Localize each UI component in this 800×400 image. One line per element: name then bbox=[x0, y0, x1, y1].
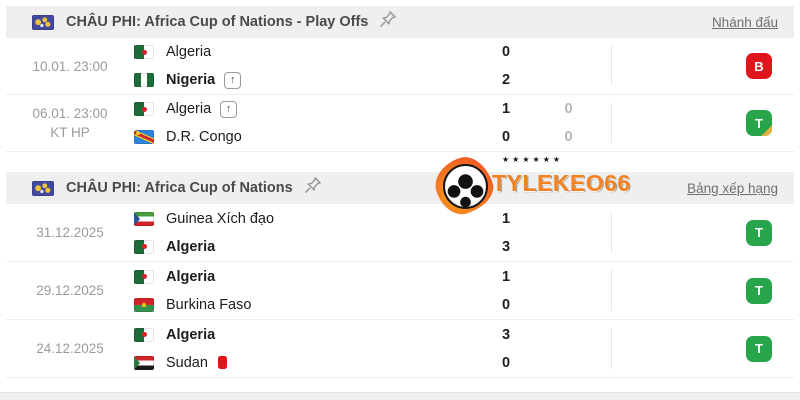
match-row-algeria-sudan[interactable]: 24.12.2025 Algeria Sudan 3 0 bbox=[6, 320, 794, 378]
logo-stars: ★★★★★★ bbox=[502, 155, 564, 164]
match-status: KT HP bbox=[50, 125, 90, 140]
team-name: Algeria bbox=[166, 101, 212, 117]
score-column: 1 0 bbox=[501, 268, 511, 313]
secondary-score-column: 0 0 bbox=[564, 101, 573, 145]
team-name: D.R. Congo bbox=[166, 129, 242, 145]
team-home: Algeria bbox=[134, 322, 486, 348]
nigeria-flag-icon bbox=[134, 73, 154, 87]
result-badge-loss: B bbox=[746, 53, 772, 79]
match-date: 24.12.2025 bbox=[36, 341, 104, 356]
teams-column: Algeria ↑ D.R. Congo bbox=[134, 95, 486, 151]
result-zone: T bbox=[611, 262, 794, 319]
burkina-faso-flag-icon bbox=[134, 297, 154, 312]
team-away: Nigeria ↑ bbox=[134, 67, 486, 93]
teams-column: Algeria Sudan bbox=[134, 320, 486, 377]
section-group-stage: CHÂU PHI: Africa Cup of Nations Bảng xếp… bbox=[6, 172, 794, 378]
team-away: D.R. Congo bbox=[134, 124, 486, 150]
bracket-link[interactable]: Nhánh đấu bbox=[711, 14, 778, 30]
match-date: 29.12.2025 bbox=[36, 283, 104, 298]
next-section-divider bbox=[0, 392, 800, 400]
result-zone: B bbox=[611, 38, 794, 94]
section-title: CHÂU PHI: Africa Cup of Nations - Play O… bbox=[66, 14, 369, 30]
red-card-icon bbox=[217, 356, 227, 369]
match-date: 06.01. 23:00 KT HP bbox=[32, 106, 108, 140]
world-flag-icon bbox=[32, 180, 54, 196]
team-away: Algeria bbox=[134, 234, 486, 260]
standings-link[interactable]: Bảng xếp hạng bbox=[687, 180, 778, 196]
pin-icon[interactable] bbox=[303, 175, 323, 200]
score-column: 3 0 bbox=[501, 326, 511, 371]
team-name: Algeria bbox=[166, 326, 216, 343]
score-column: 0 2 bbox=[501, 44, 511, 88]
section-playoffs: CHÂU PHI: Africa Cup of Nations - Play O… bbox=[6, 6, 794, 152]
algeria-flag-icon bbox=[134, 45, 154, 59]
team-home: Algeria bbox=[134, 264, 486, 290]
section-title: CHÂU PHI: Africa Cup of Nations bbox=[66, 180, 293, 196]
match-row-algeria-nigeria[interactable]: 10.01. 23:00 Algeria Nigeria ↑ 0 2 bbox=[6, 38, 794, 95]
result-badge-win: T bbox=[746, 277, 772, 304]
up-arrow-icon: ↑ bbox=[220, 100, 238, 118]
team-home: Guinea Xích đạo bbox=[134, 206, 486, 232]
result-badge-win: T bbox=[746, 110, 772, 136]
team-name: Sudan bbox=[166, 354, 208, 371]
algeria-flag-icon bbox=[134, 102, 154, 116]
team-home: Algeria bbox=[134, 39, 486, 65]
match-date: 10.01. 23:00 bbox=[32, 58, 108, 74]
up-arrow-icon: ↑ bbox=[224, 71, 242, 89]
algeria-flag-icon bbox=[134, 239, 154, 254]
team-name: Algeria bbox=[166, 238, 216, 255]
team-name: Algeria bbox=[166, 44, 212, 60]
teams-column: Algeria Burkina Faso bbox=[134, 262, 486, 319]
team-name: Guinea Xích đạo bbox=[166, 210, 275, 227]
world-flag-icon bbox=[32, 14, 54, 30]
equatorial-guinea-flag-icon bbox=[134, 211, 154, 226]
section-header-group: CHÂU PHI: Africa Cup of Nations Bảng xếp… bbox=[6, 172, 794, 204]
dr-congo-flag-icon bbox=[134, 130, 154, 144]
match-row-eqguinea-algeria[interactable]: 31.12.2025 Guinea Xích đạo Algeria 1 3 bbox=[6, 204, 794, 262]
result-zone: T bbox=[611, 204, 794, 261]
team-name: Nigeria bbox=[166, 72, 216, 88]
pin-icon[interactable] bbox=[378, 9, 398, 34]
team-away: Burkina Faso bbox=[134, 292, 486, 318]
secondary-score-column bbox=[526, 204, 611, 261]
result-zone: T bbox=[611, 95, 794, 151]
teams-column: Guinea Xích đạo Algeria bbox=[134, 204, 486, 261]
result-badge-win: T bbox=[746, 219, 772, 246]
secondary-score-column bbox=[526, 262, 611, 319]
team-name: Algeria bbox=[166, 268, 216, 285]
section-header-playoffs: CHÂU PHI: Africa Cup of Nations - Play O… bbox=[6, 6, 794, 38]
teams-column: Algeria Nigeria ↑ bbox=[134, 38, 486, 94]
team-away: Sudan bbox=[134, 350, 486, 376]
secondary-score-column bbox=[526, 38, 611, 94]
result-zone: T bbox=[611, 320, 794, 377]
team-name: Burkina Faso bbox=[166, 296, 252, 313]
match-date: 31.12.2025 bbox=[36, 225, 104, 240]
team-home: Algeria ↑ bbox=[134, 96, 486, 122]
match-row-algeria-burkinafaso[interactable]: 29.12.2025 Algeria Burkina Faso 1 0 bbox=[6, 262, 794, 320]
algeria-flag-icon bbox=[134, 269, 154, 284]
result-badge-win: T bbox=[746, 335, 772, 362]
algeria-flag-icon bbox=[134, 327, 154, 342]
score-column: 1 0 bbox=[501, 101, 511, 145]
score-column: 1 3 bbox=[501, 210, 511, 255]
secondary-score-column bbox=[526, 320, 611, 377]
match-row-algeria-drcongo[interactable]: 06.01. 23:00 KT HP Algeria ↑ D.R. Congo … bbox=[6, 95, 794, 152]
sudan-flag-icon bbox=[134, 355, 154, 370]
